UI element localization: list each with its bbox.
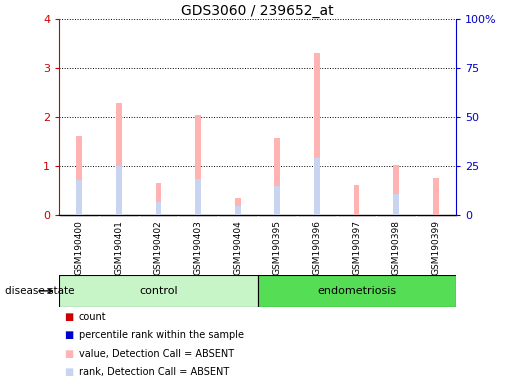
Bar [235, 206, 241, 215]
Text: control: control [139, 286, 178, 296]
Bar [314, 158, 320, 215]
Text: endometriosis: endometriosis [317, 286, 396, 296]
Text: GSM190397: GSM190397 [352, 220, 361, 275]
Bar [258, 275, 456, 307]
Text: rank, Detection Call = ABSENT: rank, Detection Call = ABSENT [79, 367, 229, 377]
Text: GSM190404: GSM190404 [233, 220, 242, 275]
Title: GDS3060 / 239652_at: GDS3060 / 239652_at [181, 4, 334, 18]
Bar [314, 53, 320, 215]
Text: GSM190400: GSM190400 [75, 220, 83, 275]
Bar [393, 165, 399, 215]
Text: GSM190396: GSM190396 [313, 220, 321, 275]
Bar [195, 115, 201, 215]
Bar [76, 136, 82, 215]
Text: value, Detection Call = ABSENT: value, Detection Call = ABSENT [79, 349, 234, 359]
Bar [116, 166, 122, 215]
Bar [274, 138, 280, 215]
Text: count: count [79, 312, 107, 322]
Bar [433, 178, 439, 215]
Bar [274, 186, 280, 215]
Text: ■: ■ [64, 312, 74, 322]
Bar [393, 194, 399, 215]
Bar [354, 185, 359, 215]
Text: GSM190401: GSM190401 [114, 220, 123, 275]
Text: GSM190395: GSM190395 [273, 220, 282, 275]
Bar [116, 103, 122, 215]
Text: ■: ■ [64, 367, 74, 377]
Text: ■: ■ [64, 349, 74, 359]
Bar [235, 198, 241, 215]
Text: GSM190402: GSM190402 [154, 220, 163, 275]
Bar [156, 202, 161, 215]
Bar [59, 275, 258, 307]
Bar [195, 179, 201, 215]
Text: GSM190399: GSM190399 [432, 220, 440, 275]
Text: ■: ■ [64, 330, 74, 340]
Text: GSM190398: GSM190398 [392, 220, 401, 275]
Text: disease state: disease state [5, 286, 75, 296]
Text: GSM190403: GSM190403 [194, 220, 202, 275]
Bar [156, 183, 161, 215]
Bar [76, 180, 82, 215]
Text: percentile rank within the sample: percentile rank within the sample [79, 330, 244, 340]
